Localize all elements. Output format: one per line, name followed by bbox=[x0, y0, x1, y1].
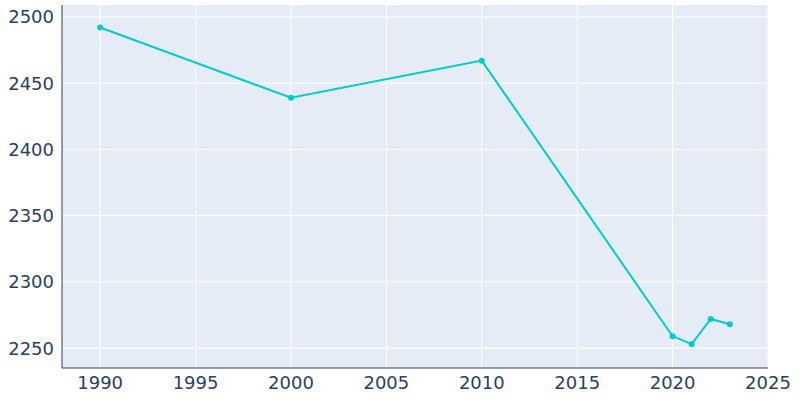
svg-text:2005: 2005 bbox=[363, 372, 409, 393]
svg-text:2250: 2250 bbox=[8, 338, 54, 359]
svg-text:2350: 2350 bbox=[8, 205, 54, 226]
svg-text:2020: 2020 bbox=[650, 372, 696, 393]
svg-text:2400: 2400 bbox=[8, 139, 54, 160]
svg-text:2300: 2300 bbox=[8, 271, 54, 292]
svg-text:1995: 1995 bbox=[173, 372, 219, 393]
svg-text:2015: 2015 bbox=[554, 372, 600, 393]
svg-text:2025: 2025 bbox=[745, 372, 791, 393]
svg-text:2010: 2010 bbox=[459, 372, 505, 393]
svg-text:2450: 2450 bbox=[8, 73, 54, 94]
svg-text:2500: 2500 bbox=[8, 6, 54, 27]
svg-text:2000: 2000 bbox=[268, 372, 314, 393]
svg-text:1990: 1990 bbox=[77, 372, 123, 393]
